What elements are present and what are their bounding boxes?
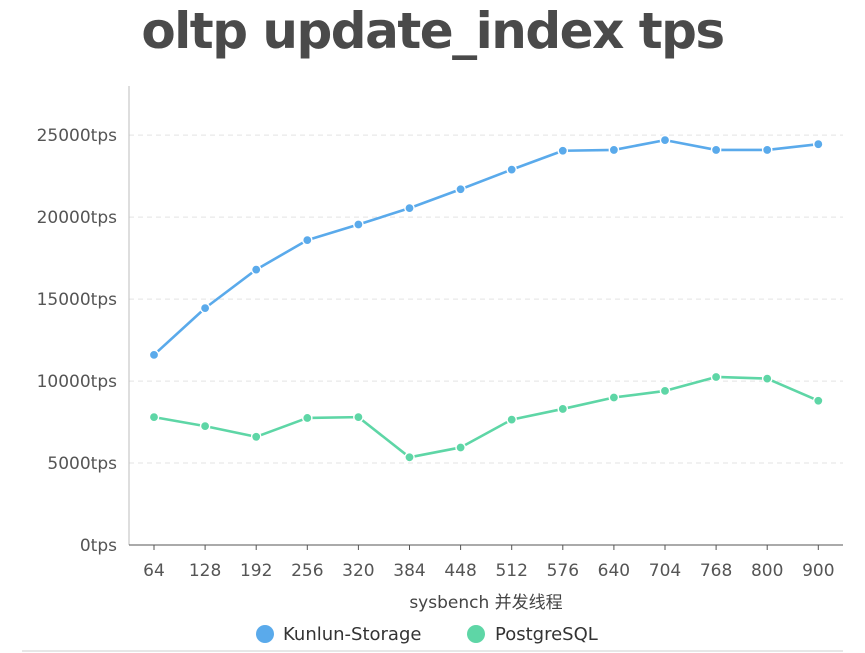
x-tick-label: 576	[547, 561, 579, 581]
y-tick-label: 20000tps	[37, 208, 118, 228]
y-tick-label: 0tps	[80, 536, 117, 556]
data-point	[455, 442, 466, 453]
x-tick-label: 900	[802, 561, 834, 581]
x-tick-label: 256	[291, 561, 323, 581]
x-tick-label: 640	[598, 561, 630, 581]
y-tick-label: 25000tps	[37, 126, 118, 146]
y-tick-label: 10000tps	[37, 372, 118, 392]
data-point	[659, 134, 671, 146]
legend-marker[interactable]	[256, 625, 274, 643]
x-tick-label: 768	[700, 561, 732, 581]
data-point	[710, 371, 722, 383]
data-point	[353, 411, 364, 423]
legend-label[interactable]: PostgreSQL	[495, 624, 598, 645]
data-point	[404, 202, 415, 214]
y-tick-label: 15000tps	[37, 290, 118, 310]
x-tick-label: 512	[495, 561, 527, 581]
series-layer	[148, 134, 824, 463]
data-point	[608, 392, 620, 403]
data-point	[301, 234, 313, 246]
data-point	[557, 145, 569, 157]
data-point	[761, 373, 773, 384]
legend-label[interactable]: Kunlun-Storage	[283, 624, 421, 645]
series-line	[152, 375, 820, 459]
axes: 0tps 5000tps 10000tps 15000tps 20000tps 25000…	[37, 86, 843, 581]
x-tick-label: 128	[189, 561, 221, 581]
data-point	[506, 414, 518, 425]
x-tick-label: 384	[393, 561, 425, 581]
data-point	[710, 144, 722, 156]
x-axis-title: sysbench 并发线程	[409, 593, 562, 613]
data-point	[813, 395, 824, 407]
gridlines	[129, 134, 843, 464]
data-point	[301, 412, 313, 424]
data-point	[250, 431, 262, 443]
data-point	[455, 183, 466, 195]
data-point	[250, 264, 262, 275]
chart-title: oltp update_index tps	[141, 2, 725, 60]
series-line	[152, 138, 820, 357]
x-tick-label: 704	[649, 561, 681, 581]
x-tick-label: 64	[143, 561, 165, 581]
x-tick-label: 800	[751, 561, 783, 581]
data-point	[148, 349, 160, 361]
data-point	[199, 420, 211, 432]
data-point	[608, 144, 620, 156]
data-point	[148, 411, 160, 423]
data-point	[659, 385, 671, 397]
legend: Kunlun-Storage PostgreSQL	[22, 624, 843, 652]
data-point	[353, 219, 364, 230]
y-tick-label: 5000tps	[47, 454, 117, 474]
data-point	[761, 144, 773, 156]
x-tick-label: 192	[240, 561, 272, 581]
x-tick-label: 320	[342, 561, 374, 581]
data-point	[813, 138, 824, 150]
x-tick-label: 448	[444, 561, 476, 581]
data-point	[557, 403, 569, 415]
data-point	[506, 164, 518, 175]
data-point	[404, 451, 415, 463]
legend-marker[interactable]	[467, 625, 485, 643]
data-point	[199, 302, 211, 314]
